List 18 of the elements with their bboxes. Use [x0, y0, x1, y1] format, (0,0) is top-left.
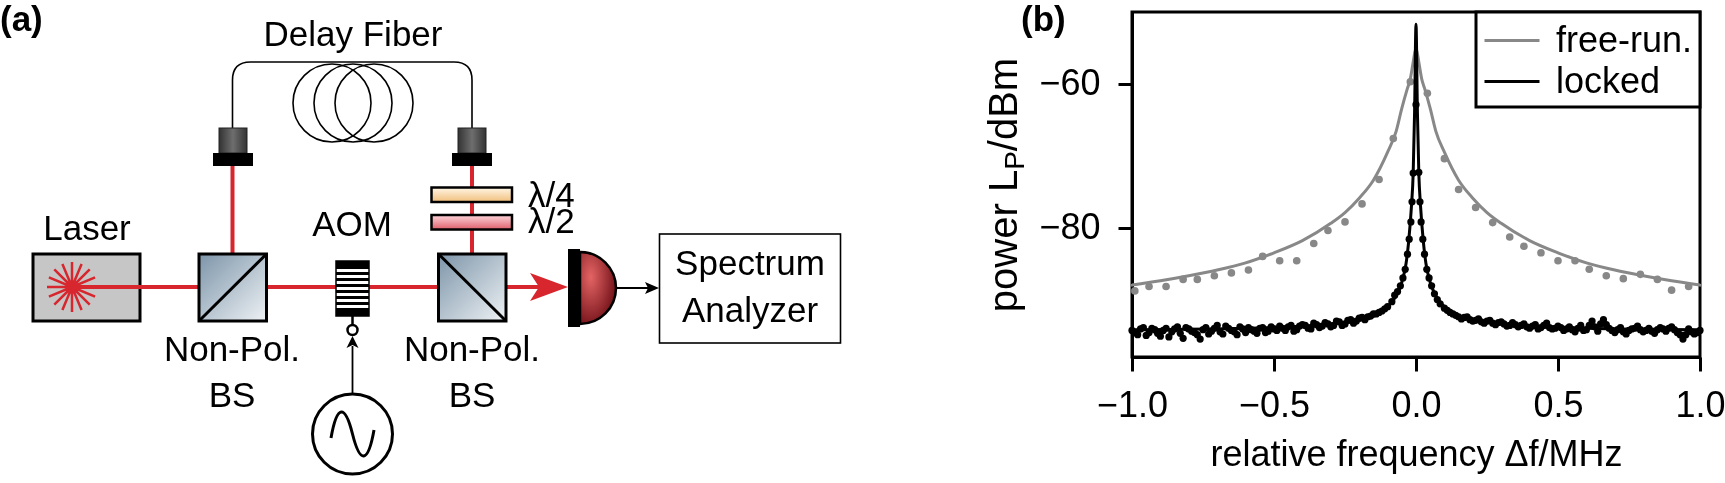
text: AOM: [311, 203, 393, 245]
legend-label: free-run.: [1556, 18, 1693, 60]
y-tick-label: −60: [1039, 62, 1101, 104]
x-tick-label: −1.0: [1096, 383, 1169, 425]
x-axis-title: relative frequency Δf/MHz: [1210, 432, 1623, 474]
y-tick-label: −80: [1039, 206, 1101, 248]
text: Spectrum Analyzer: [674, 242, 826, 331]
x-tick-label: 0.5: [1533, 383, 1584, 425]
legend-label: locked: [1556, 59, 1661, 101]
x-tick-label: −0.5: [1238, 383, 1311, 425]
x-tick-label: 0.0: [1391, 383, 1442, 425]
text: Laser: [42, 207, 132, 249]
text: Non-Pol. BS: [402, 328, 542, 416]
text: Non-Pol. BS: [162, 328, 302, 416]
text: Delay Fiber: [262, 13, 444, 55]
x-tick-label: 1.0: [1675, 383, 1725, 425]
chart-title: (b): [1021, 0, 1066, 38]
text: (a): [0, 0, 43, 38]
